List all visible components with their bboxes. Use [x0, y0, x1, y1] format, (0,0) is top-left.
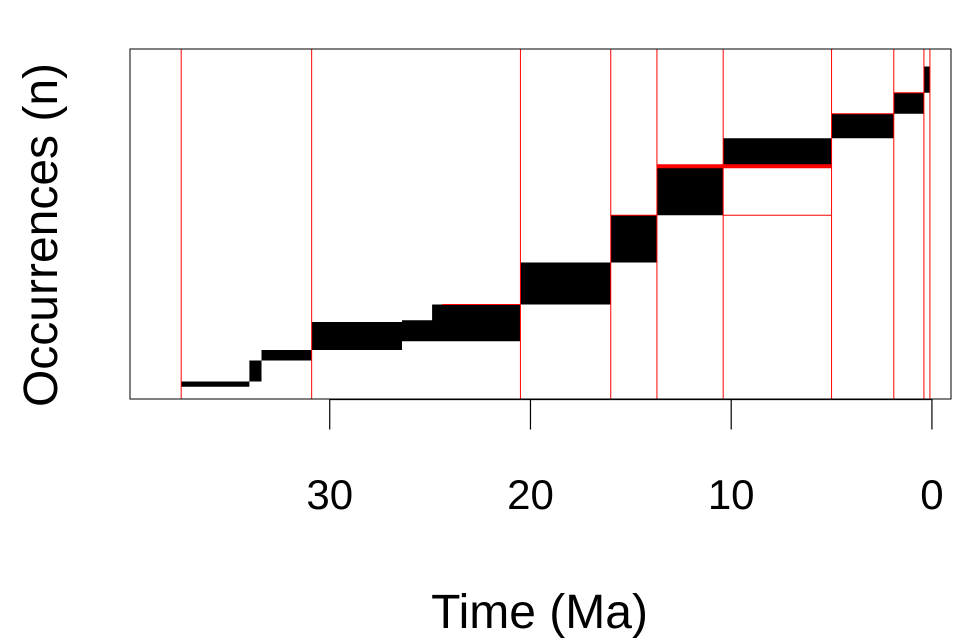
x-tick-label: 30	[306, 471, 353, 518]
x-axis: 30 20 10 0	[306, 398, 944, 518]
plot-area	[129, 48, 952, 400]
x-axis-ticks: 30 20 10 0	[306, 399, 944, 518]
x-tick-label: 10	[708, 471, 755, 518]
plot-frame	[129, 48, 952, 400]
x-tick-label: 20	[507, 471, 554, 518]
range-outline-layer	[442, 92, 924, 305]
stage-boundaries-layer	[180, 49, 931, 399]
y-axis-title: Occurrences (n)	[15, 63, 68, 407]
x-axis-title: Time (Ma)	[431, 586, 648, 639]
occurrence-range-layer	[181, 66, 930, 387]
x-tick-label: 0	[920, 471, 943, 518]
occurrence-range-area	[181, 66, 930, 387]
